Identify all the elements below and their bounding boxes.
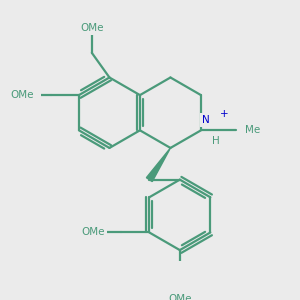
Text: OMe: OMe bbox=[11, 90, 34, 100]
Text: H: H bbox=[212, 136, 219, 146]
Text: Me: Me bbox=[245, 125, 260, 135]
Text: +: + bbox=[220, 110, 229, 119]
Polygon shape bbox=[146, 148, 170, 182]
Text: OMe: OMe bbox=[81, 227, 105, 238]
Text: OMe: OMe bbox=[80, 23, 104, 33]
Text: N: N bbox=[202, 115, 210, 125]
Text: OMe: OMe bbox=[168, 294, 192, 300]
